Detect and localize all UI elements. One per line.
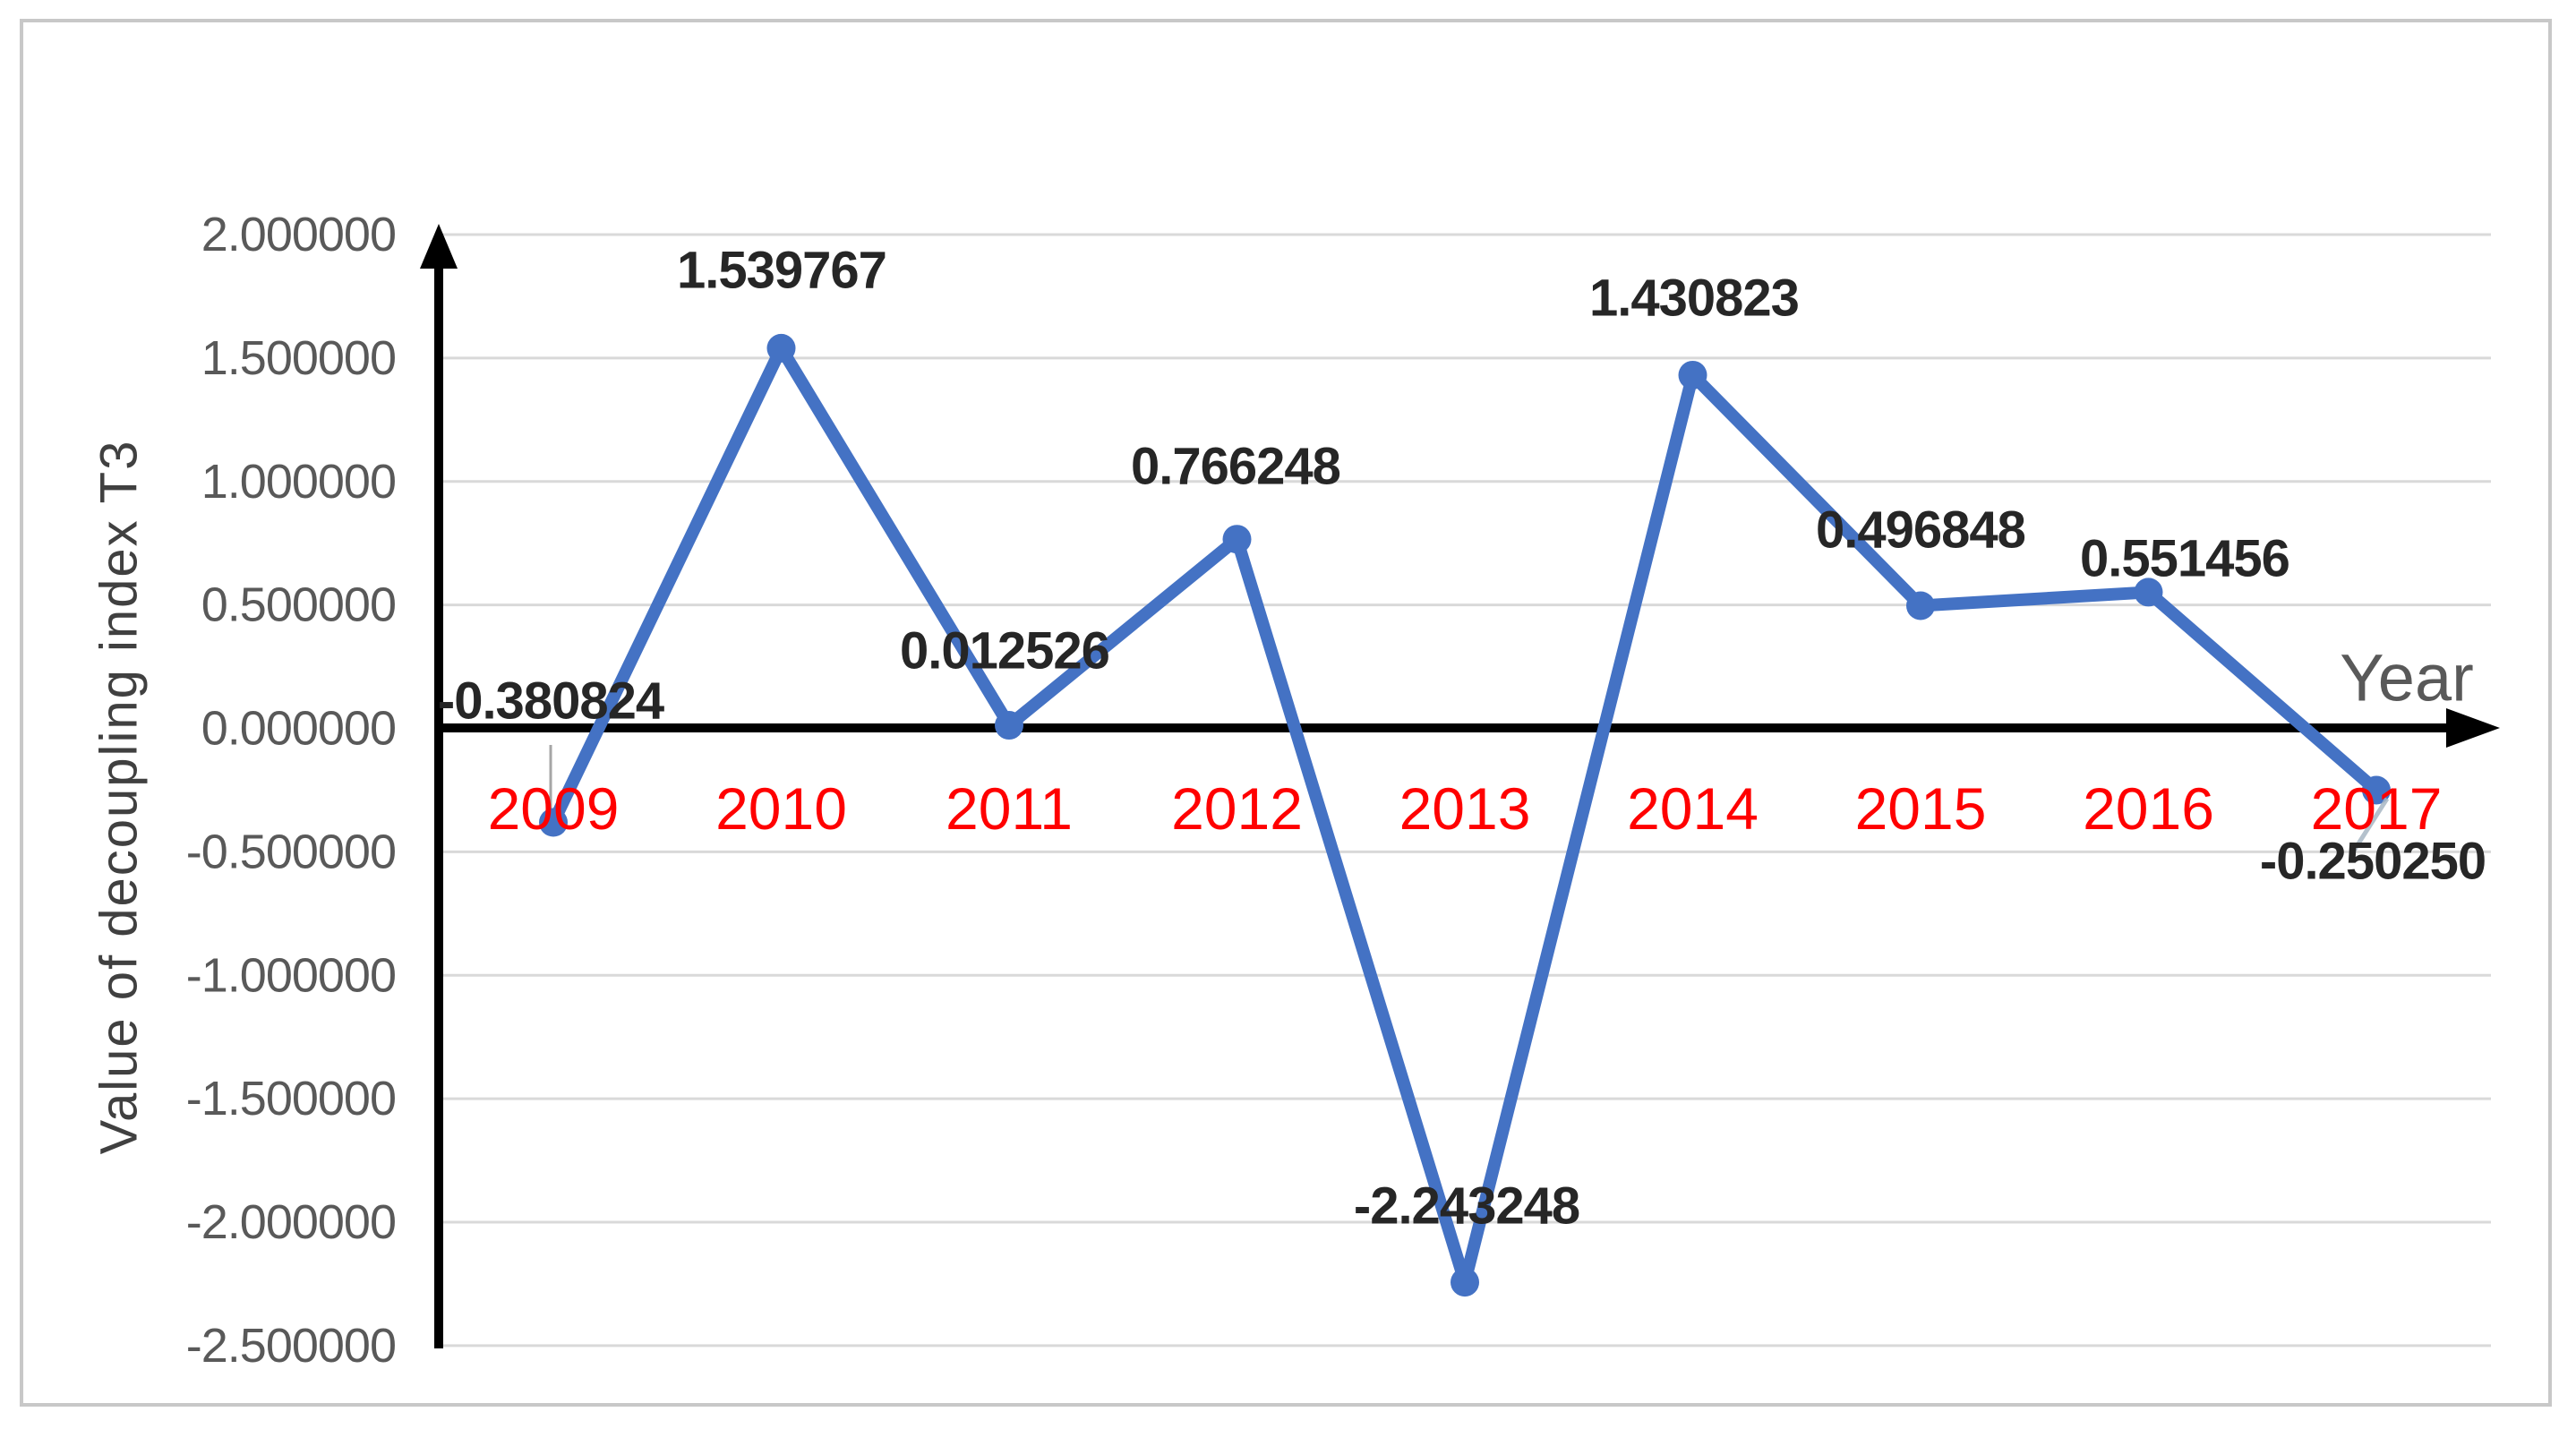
data-point-labels: -0.380824 1.539767 0.012526 0.766248 -2.2432… — [438, 242, 2486, 1236]
year-label-2010: 2010 — [715, 775, 847, 842]
year-label-2013: 2013 — [1399, 775, 1531, 842]
data-point-2014 — [1678, 360, 1707, 389]
data-point-2012 — [1222, 525, 1252, 554]
year-label-2012: 2012 — [1171, 775, 1303, 842]
data-label-2015: 0.496848 — [1816, 501, 2025, 560]
year-label-2016: 2016 — [2083, 775, 2214, 842]
y-axis-title: Value of decoupling index T3 — [90, 440, 149, 1155]
year-label-2015: 2015 — [1855, 775, 1987, 842]
overlay-artifacts — [2351, 797, 2390, 852]
data-point-2013 — [1451, 1268, 1479, 1297]
data-point-2015 — [1906, 591, 1935, 620]
y-tick-label: -2.000000 — [186, 1195, 396, 1249]
data-series — [539, 333, 2391, 1297]
x-year-labels: 2009 2010 2011 2012 2013 2014 2015 2016 2017 — [488, 775, 2443, 842]
year-label-2014: 2014 — [1627, 775, 1759, 842]
y-axis-arrow-icon — [420, 224, 458, 269]
data-point-2010 — [766, 333, 796, 363]
data-label-2013: -2.243248 — [1354, 1177, 1579, 1236]
data-point-2009 — [539, 808, 568, 837]
y-tick-label: -1.000000 — [186, 948, 396, 1002]
y-tick-label: 0.000000 — [201, 702, 396, 756]
data-point-2011 — [995, 711, 1023, 740]
leader-line-2017 — [2351, 797, 2390, 852]
y-tick-label: 1.000000 — [201, 455, 396, 509]
axes — [420, 224, 2500, 1348]
data-label-2014: 1.430823 — [1589, 270, 1799, 328]
x-axis-title: Year — [2340, 641, 2474, 715]
y-tick-label: 2.000000 — [201, 208, 396, 261]
y-tick-label: -0.500000 — [186, 825, 396, 878]
data-label-2012: 0.766248 — [1131, 438, 1340, 496]
y-tick-label: 1.500000 — [201, 331, 396, 385]
data-label-2011: 0.012526 — [900, 622, 1109, 680]
data-label-2009: -0.380824 — [438, 672, 664, 731]
y-tick-labels: 2.000000 1.500000 1.000000 0.500000 0.000000… — [186, 208, 397, 1373]
data-label-2010: 1.539767 — [677, 242, 886, 300]
year-label-2011: 2011 — [946, 775, 1073, 842]
data-label-2016: 0.551456 — [2080, 530, 2289, 588]
data-label-2017: -0.250250 — [2260, 833, 2486, 891]
y-tick-label: -1.500000 — [186, 1072, 396, 1125]
year-label-2009: 2009 — [488, 775, 620, 842]
data-point-2016 — [2134, 578, 2163, 607]
year-label-2017: 2017 — [2311, 775, 2443, 842]
y-tick-label: -2.500000 — [186, 1319, 396, 1373]
y-tick-label: 0.500000 — [201, 578, 396, 632]
x-axis-arrow-icon — [2446, 708, 2500, 748]
data-point-2017 — [2362, 775, 2391, 805]
